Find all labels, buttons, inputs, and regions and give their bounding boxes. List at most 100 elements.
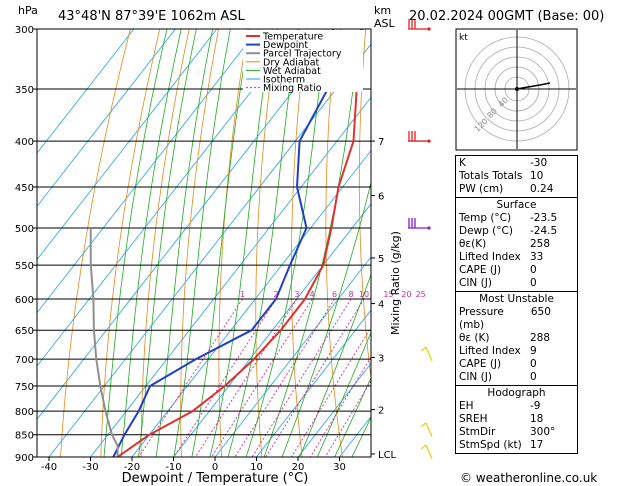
- index-label: PW (cm): [459, 183, 504, 195]
- most-unstable-value: 0: [530, 358, 537, 370]
- surface-label: Temp (°C): [459, 212, 512, 224]
- pressure-tick-label: 750: [15, 382, 34, 393]
- surface-value: -23.5: [530, 212, 558, 224]
- surface-value: 258: [530, 238, 551, 250]
- wind-barb: [408, 218, 431, 230]
- legend-entry: Temperature: [262, 32, 323, 43]
- wet-adiabat-line: [299, 273, 371, 457]
- mixing-ratio-label: 4: [310, 290, 315, 299]
- mixing-ratio-line: [291, 326, 371, 457]
- wind-barb-staff: [425, 444, 433, 460]
- datetime-title: 20.02.2024 00GMT (Base: 00): [409, 9, 604, 24]
- most-unstable-row: Pressure (mb) 650: [459, 306, 574, 332]
- series-temperature: [116, 29, 364, 457]
- surface-value: 0: [530, 264, 537, 276]
- pressure-tick-label: 650: [15, 326, 34, 337]
- most-unstable-row: θε (K) 288: [459, 332, 574, 345]
- surface-value: -24.5: [530, 225, 558, 237]
- hodograph-index-value: 18: [530, 413, 544, 425]
- isotherm-line: [37, 29, 135, 154]
- pressure-axis: 300 350 400 450 500 550 600 650 700 750 800 850 900: [15, 25, 37, 464]
- most-unstable-label: Pressure (mb): [459, 306, 504, 331]
- wind-barb-flag: [420, 422, 427, 428]
- surface-label: CAPE (J): [459, 264, 502, 276]
- isotherm-line: [37, 29, 301, 367]
- series-dewpoint: [112, 29, 334, 457]
- km-tick-label: 5: [378, 254, 384, 265]
- most-unstable-value: 288: [530, 332, 551, 344]
- surface-box: Surface Temp (°C) -23.5 Dewp (°C) -24.5 θε(K…: [455, 198, 578, 292]
- wind-barb-staff: [425, 422, 433, 437]
- legend-entry: Dry Adiabat: [263, 57, 320, 68]
- index-value: 0.24: [530, 183, 554, 195]
- wind-barbs: [408, 19, 433, 460]
- mixing-ratio-line: [234, 298, 335, 457]
- temperature-tick-label: 0: [212, 462, 218, 473]
- wind-barb: [420, 444, 433, 460]
- index-row: K -30: [459, 157, 574, 170]
- mixing-ratio-line: [251, 298, 352, 457]
- mixing-ratio-line: [173, 298, 277, 457]
- mixing-ratio-label: 10: [359, 290, 369, 299]
- most-unstable-label: θε (K): [459, 332, 490, 344]
- most-unstable-value: 650: [530, 306, 551, 318]
- wet-adiabat-line: [245, 29, 328, 457]
- temperature-tick-label: 10: [250, 462, 263, 473]
- temperature-tick-label: -40: [41, 462, 57, 473]
- series-parcel-trajectory: [89, 227, 119, 457]
- surface-row: CIN (J) 0: [459, 277, 574, 290]
- indices-panel: K -30 Totals Totals 10 PW (cm) 0.24 Surface T…: [455, 155, 578, 454]
- wind-barb: [408, 19, 431, 31]
- hodograph-index-row: StmSpd (kt) 17: [459, 439, 574, 452]
- km-axis: 7 6 5 4 3 2 LCL: [371, 137, 397, 461]
- most-unstable-title: Most Unstable: [479, 293, 554, 305]
- pressure-tick-label: 300: [15, 25, 34, 36]
- km-tick-label: 4: [378, 300, 384, 311]
- most-unstable-label: CIN (J): [459, 371, 492, 383]
- hodograph-index-value: 300°: [530, 426, 556, 438]
- temperature-tick-label: -20: [124, 462, 140, 473]
- wet-adiabat-line: [155, 29, 213, 457]
- km-tick-label: LCL: [378, 450, 397, 461]
- hodograph-index-label: StmDir: [459, 426, 496, 438]
- surface-label: CIN (J): [459, 277, 492, 289]
- pressure-tick-label: 400: [15, 137, 34, 148]
- hodograph-index-label: EH: [459, 400, 474, 412]
- surface-label: Dewp (°C): [459, 225, 513, 237]
- temperature-tick-label: 20: [292, 462, 305, 473]
- mixing-ratio-labels: 1 2 3 4 6 8 10 15 20 25: [240, 290, 426, 299]
- wet-adiabat-line: [227, 29, 298, 457]
- y-axis-label: Mixing Ratio (g/kg): [389, 231, 402, 335]
- mixing-ratio-label: 2: [274, 290, 279, 299]
- mixing-ratio-line: [265, 298, 365, 457]
- wind-barb: [408, 131, 431, 143]
- most-unstable-value: 9: [530, 345, 537, 357]
- mixing-ratio-label: 6: [332, 290, 337, 299]
- mixing-ratio-label: 3: [294, 290, 299, 299]
- surface-label: Lifted Index: [459, 251, 521, 263]
- surface-row: CAPE (J) 0: [459, 264, 574, 277]
- wet-adiabat-line: [120, 29, 182, 457]
- isotherm-line: [37, 29, 218, 261]
- temperature-tick-label: 30: [333, 462, 346, 473]
- wind-barb-dot: [427, 226, 431, 230]
- wind-barb-staff: [425, 346, 433, 362]
- x-axis-label: Dewpoint / Temperature (°C): [122, 471, 309, 486]
- wet-adiabat-line: [173, 29, 231, 457]
- hodograph-index-label: SREH: [459, 413, 488, 425]
- dry-adiabat-line: [572, 29, 629, 457]
- most-unstable-label: CAPE (J): [459, 358, 502, 370]
- wind-barb: [420, 346, 433, 362]
- pressure-tick-label: 550: [15, 261, 34, 272]
- pressure-tick-label: 350: [15, 85, 34, 96]
- wet-adiabat-line: [209, 29, 273, 457]
- temperature-axis: -40 -30 -20 -10 0 10 20 30: [41, 457, 346, 473]
- most-unstable-row: CAPE (J) 0: [459, 358, 574, 371]
- surface-value: 33: [530, 251, 544, 263]
- wet-adiabat-line: [281, 180, 371, 457]
- pressure-tick-label: 600: [15, 295, 34, 306]
- surface-row: Temp (°C) -23.5: [459, 212, 574, 225]
- index-label: K: [459, 157, 466, 169]
